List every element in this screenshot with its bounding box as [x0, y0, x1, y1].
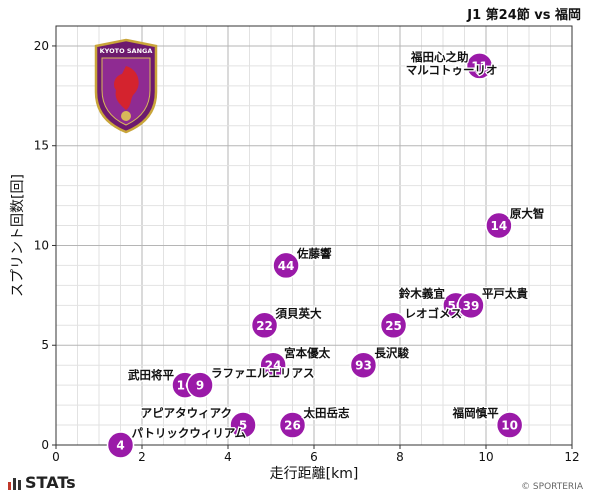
player-name-label: 須貝英大 [275, 306, 322, 320]
player-number: 22 [256, 319, 273, 333]
player-name-label: 平戸太貴 [482, 286, 528, 300]
player-number: 26 [284, 419, 301, 433]
player-point: 4 [106, 431, 135, 459]
player-marker [349, 351, 378, 379]
player-point: 39 [457, 291, 485, 320]
player-name-label: パトリックウィリアム [132, 426, 247, 440]
x-tick-label: 2 [138, 450, 146, 464]
y-tick-label: 0 [41, 438, 49, 452]
x-tick-label: 0 [52, 450, 60, 464]
player-marker [485, 211, 513, 240]
y-tick-label: 5 [41, 338, 49, 352]
player-number: 39 [463, 299, 480, 313]
x-tick-label: 10 [478, 450, 493, 464]
stats-brand: STATs [8, 473, 76, 492]
player-marker [106, 431, 135, 459]
player-name-label: レオゴメス [405, 306, 463, 320]
brand-logo-text: STATs [25, 473, 76, 492]
player-point: 25 [379, 311, 408, 340]
player-number: 11 [471, 59, 488, 73]
player-point: 9 [186, 371, 214, 399]
player-name-label: 太田岳志 [303, 406, 350, 420]
player-marker [186, 371, 214, 399]
stats-bars-icon [8, 477, 21, 490]
player-number: 93 [355, 359, 372, 373]
player-point: 24 [259, 351, 287, 379]
chart-title: J1 第24節 vs 福岡 [467, 8, 581, 23]
player-number: 10 [501, 419, 518, 433]
kyoto-sanga-crest-icon: KYOTO SANGA [94, 38, 158, 134]
player-name-label: 佐藤響 [296, 246, 332, 260]
player-marker [495, 411, 524, 439]
player-marker [229, 411, 257, 439]
player-number: 5 [239, 419, 247, 433]
player-number: 4 [116, 439, 124, 453]
player-marker [379, 311, 408, 340]
player-name-label: マルコトゥーリオ [406, 63, 498, 77]
player-number: 25 [385, 319, 402, 333]
player-name-label: 長沢駿 [374, 346, 409, 360]
player-point: 93 [349, 351, 378, 379]
x-tick-label: 12 [564, 450, 579, 464]
player-point: 5 [229, 411, 257, 439]
player-name-label: 宮本優太 [284, 346, 330, 360]
player-point: 22 [250, 311, 279, 340]
player-point: 14 [485, 211, 513, 240]
player-point: 11 [465, 52, 494, 80]
player-number: 9 [196, 379, 204, 393]
y-tick-label: 10 [34, 238, 49, 252]
x-tick-label: 8 [396, 450, 404, 464]
player-number: 14 [491, 219, 508, 233]
y-axis-label: スプリント回数[回] [10, 174, 26, 297]
player-name-label: 武田将平 [128, 368, 174, 382]
player-number: 24 [265, 359, 282, 373]
badge-club-name: KYOTO SANGA [100, 47, 153, 55]
player-number: 44 [278, 259, 295, 273]
player-marker [278, 411, 307, 439]
y-tick-label: 20 [34, 39, 49, 53]
player-name-label: ラファエルエリアス [211, 366, 314, 380]
player-marker [272, 251, 300, 280]
player-marker [250, 311, 279, 340]
x-axis-label: 走行距離[km] [270, 465, 359, 482]
player-name-label: 福岡慎平 [452, 406, 499, 420]
copyright-text: © SPORTERIA [521, 482, 583, 492]
player-name-label: 鈴木義宜 [399, 286, 445, 300]
x-tick-label: 6 [310, 450, 318, 464]
player-name-label: 原大智 [510, 207, 545, 221]
player-point: 44 [272, 251, 300, 280]
player-marker [465, 52, 494, 80]
player-name-label: アピアタウィアク [141, 406, 232, 420]
x-tick-label: 4 [224, 450, 232, 464]
player-name-label: 福田心之助 [410, 50, 469, 64]
data-points: 21111444503922259324169526104福田心之助マルコトゥー… [106, 49, 546, 459]
player-point: 10 [495, 411, 524, 439]
player-marker [457, 291, 485, 320]
player-marker [259, 351, 287, 379]
player-point: 26 [278, 411, 307, 439]
y-tick-label: 15 [34, 139, 49, 153]
